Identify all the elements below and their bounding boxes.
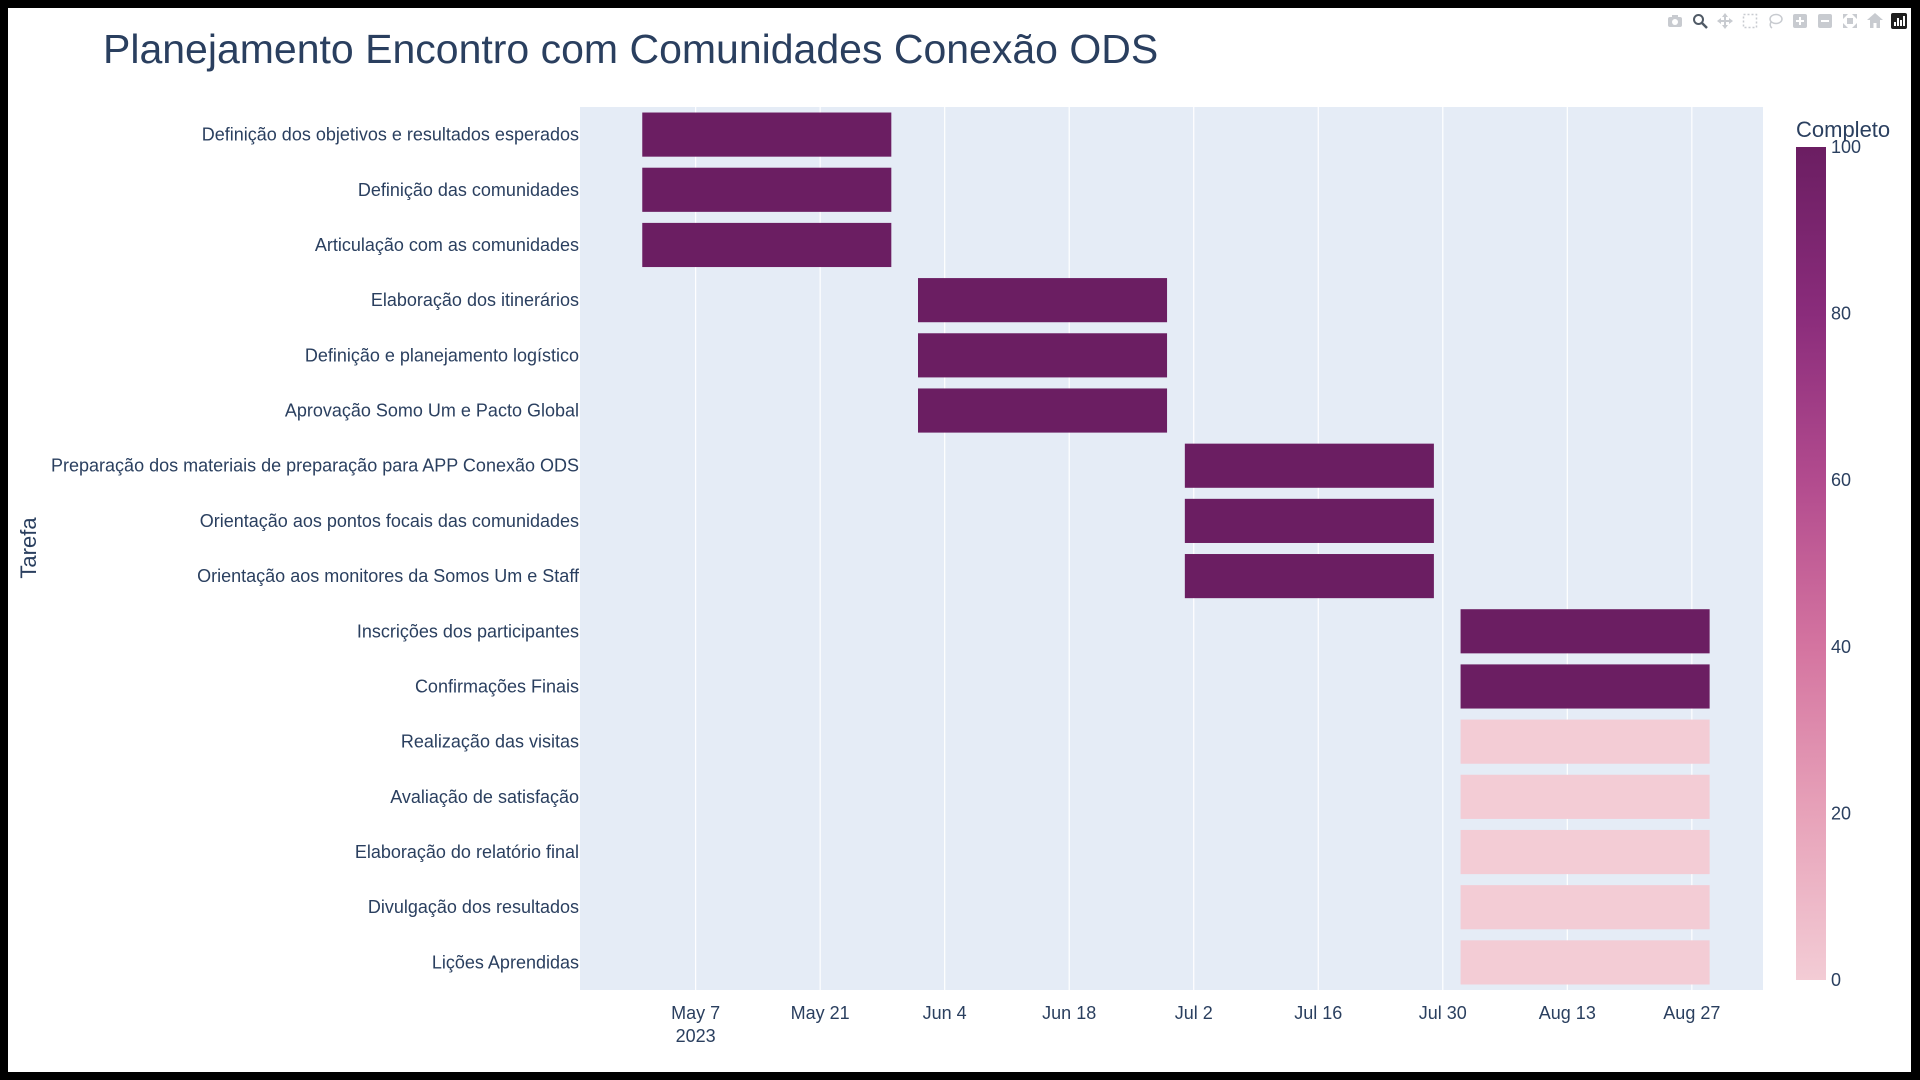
y-tick-label: Articulação com as comunidades xyxy=(315,235,579,255)
y-tick-label: Lições Aprendidas xyxy=(432,952,579,972)
y-axis-title: Tarefa xyxy=(16,517,41,579)
task-bar[interactable] xyxy=(1460,774,1710,819)
task-bar[interactable] xyxy=(918,278,1168,323)
colorbar-ticks: 0 20 40 60 80 100 xyxy=(1831,137,1861,990)
task-bar[interactable] xyxy=(642,222,892,268)
task-bar[interactable] xyxy=(642,167,892,212)
task-bar[interactable] xyxy=(1460,940,1710,985)
task-bar[interactable] xyxy=(1460,885,1710,930)
box-select-icon[interactable] xyxy=(1741,12,1758,29)
colorbar-tick-label: 80 xyxy=(1831,304,1851,324)
colorbar-title: Completo xyxy=(1796,117,1890,142)
x-tick-label: Aug 27 xyxy=(1663,1003,1720,1023)
task-bar[interactable] xyxy=(1460,664,1710,709)
task-bar[interactable] xyxy=(1184,443,1434,488)
task-bar[interactable] xyxy=(1460,829,1710,875)
y-tick-label: Confirmações Finais xyxy=(415,676,579,696)
autoscale-icon[interactable] xyxy=(1841,12,1858,29)
y-tick-label: Orientação aos pontos focais das comunid… xyxy=(200,511,579,531)
task-bar[interactable] xyxy=(1184,554,1434,599)
y-tick-label: Preparação dos materiais de preparação p… xyxy=(51,456,579,476)
task-bar[interactable] xyxy=(1460,719,1710,764)
modebar xyxy=(1666,12,1907,29)
colorbar-tick-label: 100 xyxy=(1831,137,1861,157)
x-tick-label: Aug 13 xyxy=(1539,1003,1596,1023)
x-tick-label: Jul 30 xyxy=(1419,1003,1467,1023)
task-bar[interactable] xyxy=(918,333,1168,378)
y-tick-label: Elaboração dos itinerários xyxy=(371,290,579,310)
y-tick-label: Definição e planejamento logístico xyxy=(305,345,579,365)
y-tick-label: Definição dos objetivos e resultados esp… xyxy=(202,125,579,145)
camera-icon[interactable] xyxy=(1666,12,1683,29)
task-bar[interactable] xyxy=(1184,498,1434,543)
colorbar-tick-label: 40 xyxy=(1831,637,1851,657)
x-tick-labels: May 7 2023 May 21 Jun 4 Jun 18 Jul 2 Jul 16 Jul… xyxy=(671,1003,1720,1046)
x-tick-label: Jul 2 xyxy=(1175,1003,1213,1023)
colorbar xyxy=(1796,147,1826,980)
zoom-icon[interactable] xyxy=(1691,12,1708,29)
colorbar-tick-label: 60 xyxy=(1831,470,1851,490)
pan-icon[interactable] xyxy=(1716,12,1733,29)
y-tick-label: Divulgação dos resultados xyxy=(368,897,579,917)
zoom-out-icon[interactable] xyxy=(1816,12,1833,29)
task-bar[interactable] xyxy=(1460,609,1710,654)
x-tick-label: Jun 18 xyxy=(1042,1003,1096,1023)
y-tick-labels: Definição dos objetivos e resultados esp… xyxy=(51,125,580,973)
y-tick-label: Inscrições dos participantes xyxy=(357,621,579,641)
y-tick-label: Aprovação Somo Um e Pacto Global xyxy=(285,401,579,421)
y-tick-label: Orientação aos monitores da Somos Um e S… xyxy=(197,566,580,586)
x-tick-sublabel: 2023 xyxy=(676,1026,716,1046)
task-bar[interactable] xyxy=(918,388,1168,433)
x-tick-label: May 7 xyxy=(671,1003,720,1023)
y-tick-label: Avaliação de satisfação xyxy=(390,787,579,807)
chart-frame: Planejamento Encontro com Comunidades Co… xyxy=(8,8,1911,1072)
x-tick-label: Jun 4 xyxy=(923,1003,967,1023)
lasso-select-icon[interactable] xyxy=(1766,12,1783,29)
y-tick-label: Elaboração do relatório final xyxy=(355,842,579,862)
reset-axes-icon[interactable] xyxy=(1866,12,1883,29)
chart-title: Planejamento Encontro com Comunidades Co… xyxy=(103,26,1159,72)
task-bars xyxy=(642,112,1710,985)
x-tick-label: Jul 16 xyxy=(1294,1003,1342,1023)
colorbar-tick-label: 0 xyxy=(1831,970,1841,990)
y-tick-label: Realização das visitas xyxy=(401,732,579,752)
gantt-chart: Definição dos objetivos e resultados esp… xyxy=(16,107,1890,1046)
task-bar[interactable] xyxy=(642,112,892,157)
plotly-logo-icon[interactable] xyxy=(1891,12,1907,29)
x-tick-label: May 21 xyxy=(791,1003,850,1023)
zoom-in-icon[interactable] xyxy=(1791,12,1808,29)
colorbar-tick-label: 20 xyxy=(1831,803,1851,823)
y-tick-label: Definição das comunidades xyxy=(358,180,579,200)
